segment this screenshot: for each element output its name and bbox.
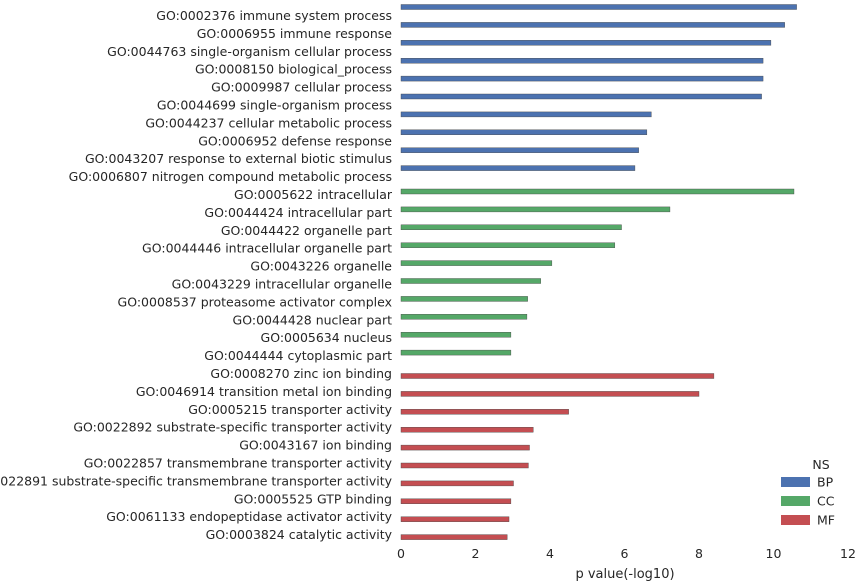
bar [400, 58, 764, 64]
bar [400, 516, 510, 522]
bar [400, 278, 541, 284]
category-label: GO:0044428 nuclear part [233, 312, 393, 327]
category-label: GO:0008270 zinc ion binding [210, 366, 392, 381]
bar [400, 129, 648, 136]
legend: NS BP CC MF [781, 457, 835, 528]
legend-label: CC [817, 494, 835, 509]
category-label: GO:0044422 organelle part [221, 223, 392, 238]
legend-title: NS [812, 457, 829, 472]
x-tick-label: 0 [397, 546, 405, 561]
category-label: GO:0006955 immune response [197, 26, 393, 41]
category-label: GO:0022891 substrate-specific transmembr… [0, 473, 393, 488]
category-label: GO:0061133 endopeptidase activator activ… [106, 509, 392, 524]
category-label: GO:0043226 organelle [250, 259, 392, 274]
category-label: GO:0022892 substrate-specific transporte… [73, 420, 392, 435]
category-label: GO:0005622 intracellular [234, 187, 393, 202]
bar [400, 391, 700, 397]
category-label: GO:0003824 catalytic activity [206, 527, 393, 542]
category-label: GO:0044444 cytoplasmic part [204, 348, 392, 363]
x-tick-label: 8 [695, 546, 703, 561]
legend-swatch [781, 515, 810, 525]
bar [400, 111, 652, 118]
x-tick-label: 10 [766, 546, 782, 561]
bar [400, 427, 534, 433]
category-label: GO:0022857 transmembrane transporter act… [84, 456, 393, 471]
bar [400, 314, 528, 320]
category-label: GO:0006807 nitrogen compound metabolic p… [69, 169, 392, 184]
legend-label: MF [817, 513, 835, 528]
category-label: GO:0002376 immune system process [156, 8, 392, 23]
category-label: GO:0043229 intracellular organelle [172, 277, 393, 292]
category-label: GO:0044237 cellular metabolic process [145, 115, 392, 130]
bar [400, 260, 553, 266]
bar [400, 165, 636, 171]
category-label: GO:0046914 transition metal ion binding [136, 384, 392, 399]
category-label: GO:0043167 ion binding [239, 438, 392, 453]
category-label: GO:0043207 response to external biotic s… [85, 151, 392, 166]
category-label: GO:0008537 proteasome activator complex [118, 294, 392, 309]
legend-swatch [781, 477, 810, 487]
x-axis-title: p value(-log10) [575, 567, 674, 582]
category-label: GO:0044446 intracellular organelle part [142, 241, 392, 256]
x-axis-ticks: 0 2 4 6 8 10 12 [397, 546, 856, 561]
x-tick-label: 4 [546, 546, 554, 561]
category-label: GO:0044763 single-organism cellular proc… [107, 44, 392, 59]
bars-layer [400, 4, 797, 540]
category-labels: GO:0002376 immune system process GO:00069… [0, 8, 393, 542]
category-label: GO:0005215 transporter activity [188, 402, 392, 417]
category-label: GO:0008150 biological_process [195, 62, 392, 77]
bar [400, 242, 616, 248]
bar [400, 188, 795, 195]
bar [400, 534, 508, 540]
bar [400, 4, 797, 10]
legend-label: BP [817, 475, 834, 490]
bar [400, 349, 512, 356]
category-label: GO:0005525 GTP binding [234, 491, 392, 506]
bar [400, 296, 528, 302]
legend-entries: BP CC MF [781, 475, 835, 528]
category-label: GO:0009987 cellular process [211, 80, 392, 95]
bar [400, 40, 772, 46]
category-label: GO:0005634 nucleus [261, 330, 392, 345]
x-tick-label: 2 [472, 546, 480, 561]
category-label: GO:0044424 intracellular part [204, 205, 392, 220]
bar [400, 206, 671, 213]
category-label: GO:0044699 single-organism process [157, 98, 392, 113]
bar [400, 409, 569, 415]
bar [400, 462, 529, 469]
bar [400, 498, 512, 504]
bar [400, 224, 622, 231]
bar [400, 480, 514, 487]
legend-swatch [781, 496, 810, 506]
bar [400, 373, 715, 379]
bar [400, 147, 639, 153]
bar [400, 75, 764, 82]
bar [400, 444, 530, 451]
bar [400, 22, 785, 28]
bar [400, 332, 512, 338]
bar [400, 93, 762, 100]
category-label: GO:0006952 defense response [198, 133, 392, 148]
x-tick-label: 12 [840, 546, 856, 561]
x-tick-label: 6 [621, 546, 629, 561]
